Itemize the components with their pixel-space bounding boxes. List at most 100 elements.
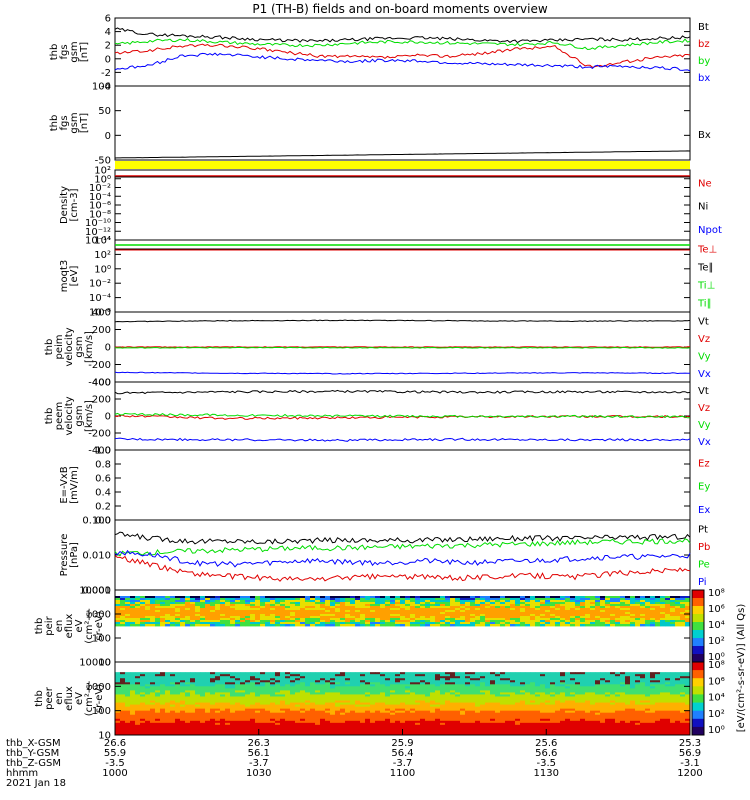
heatmap-cell [510, 724, 516, 728]
heatmap-cell [605, 624, 611, 627]
heatmap-cell [545, 678, 551, 681]
heatmap-cell [575, 702, 581, 705]
heatmap-cell [405, 600, 411, 603]
heatmap-cell [585, 686, 591, 689]
heatmap-cell [350, 718, 356, 722]
heatmap-cell [200, 686, 206, 689]
heatmap-cell [135, 624, 141, 627]
heatmap-cell [495, 724, 501, 728]
heatmap-cell [205, 720, 211, 724]
heatmap-cell [410, 688, 416, 691]
heatmap-cell [200, 598, 206, 601]
heatmap-cell [345, 720, 351, 724]
heatmap-cell [575, 722, 581, 726]
heatmap-cell [400, 610, 406, 613]
heatmap-cell [145, 598, 151, 601]
heatmap-cell [350, 602, 356, 605]
heatmap-cell [420, 712, 426, 716]
heatmap-cell [425, 702, 431, 705]
heatmap-cell [580, 682, 586, 685]
heatmap-cell [440, 708, 446, 712]
heatmap-cell [335, 602, 341, 605]
heatmap-cell [390, 698, 396, 701]
heatmap-cell [185, 692, 191, 695]
heatmap-cell [290, 706, 296, 710]
heatmap-cell [525, 726, 531, 730]
heatmap-cell [660, 624, 666, 627]
heatmap-cell [245, 604, 251, 607]
heatmap-cell [275, 712, 281, 716]
heatmap-cell [300, 680, 306, 683]
heatmap-cell [495, 712, 501, 716]
heatmap-cell [305, 606, 311, 609]
y-axis-label-line: [km/s] [84, 400, 95, 432]
heatmap-cell [160, 694, 166, 697]
heatmap-cell [320, 692, 326, 695]
heatmap-cell [595, 616, 601, 619]
heatmap-cell [180, 676, 186, 679]
heatmap-cell [115, 598, 121, 601]
heatmap-cell [405, 686, 411, 689]
heatmap-cell [230, 610, 236, 613]
heatmap-cell [405, 682, 411, 685]
heatmap-cell [505, 684, 511, 687]
y-tick-label: -400 [88, 446, 111, 457]
heatmap-cell [600, 618, 606, 621]
heatmap-cell [325, 720, 331, 724]
heatmap-cell [500, 672, 506, 675]
heatmap-cell [400, 604, 406, 607]
heatmap-cell [225, 722, 231, 726]
heatmap-cell [160, 604, 166, 607]
heatmap-cell [135, 706, 141, 710]
heatmap-cell [480, 680, 486, 683]
heatmap-cell [285, 722, 291, 726]
heatmap-cell [200, 624, 206, 627]
heatmap-cell [540, 682, 546, 685]
heatmap-cell [225, 606, 231, 609]
heatmap-cell [665, 618, 671, 621]
heatmap-cell [605, 616, 611, 619]
heatmap-cell [200, 726, 206, 730]
heatmap-cell [275, 714, 281, 718]
heatmap-cell [350, 692, 356, 695]
heatmap-cell [120, 596, 126, 599]
heatmap-cell [320, 680, 326, 683]
heatmap-cell [355, 686, 361, 689]
heatmap-cell [200, 706, 206, 710]
heatmap-cell [390, 726, 396, 730]
heatmap-cell [515, 690, 521, 693]
heatmap-cell [260, 696, 266, 699]
heatmap-cell [455, 700, 461, 703]
heatmap-cell [225, 704, 231, 708]
heatmap-cell [335, 688, 341, 691]
heatmap-cell [290, 714, 296, 718]
heatmap-cell [345, 690, 351, 693]
heatmap-cell [400, 690, 406, 693]
heatmap-cell [300, 602, 306, 605]
heatmap-cell [250, 684, 256, 687]
heatmap-cell [330, 696, 336, 699]
heatmap-cell [385, 726, 391, 730]
heatmap-cell [205, 620, 211, 623]
heatmap-cell [570, 690, 576, 693]
heatmap-cell [205, 730, 211, 734]
heatmap-cell [180, 708, 186, 712]
heatmap-cell [385, 624, 391, 627]
heatmap-cell [170, 602, 176, 605]
heatmap-cell [340, 606, 346, 609]
heatmap-cell [600, 706, 606, 710]
heatmap-cell [405, 678, 411, 681]
legend-label-Pi: Pi [698, 577, 707, 588]
heatmap-cell [405, 596, 411, 599]
heatmap-cell [655, 608, 661, 611]
heatmap-cell [425, 704, 431, 708]
heatmap-cell [285, 602, 291, 605]
heatmap-cell [555, 716, 561, 720]
heatmap-cell [540, 624, 546, 627]
heatmap-cell [430, 706, 436, 710]
heatmap-cell [360, 718, 366, 722]
heatmap-cell [255, 702, 261, 705]
heatmap-cell [150, 680, 156, 683]
heatmap-cell [435, 622, 441, 625]
heatmap-cell [205, 604, 211, 607]
